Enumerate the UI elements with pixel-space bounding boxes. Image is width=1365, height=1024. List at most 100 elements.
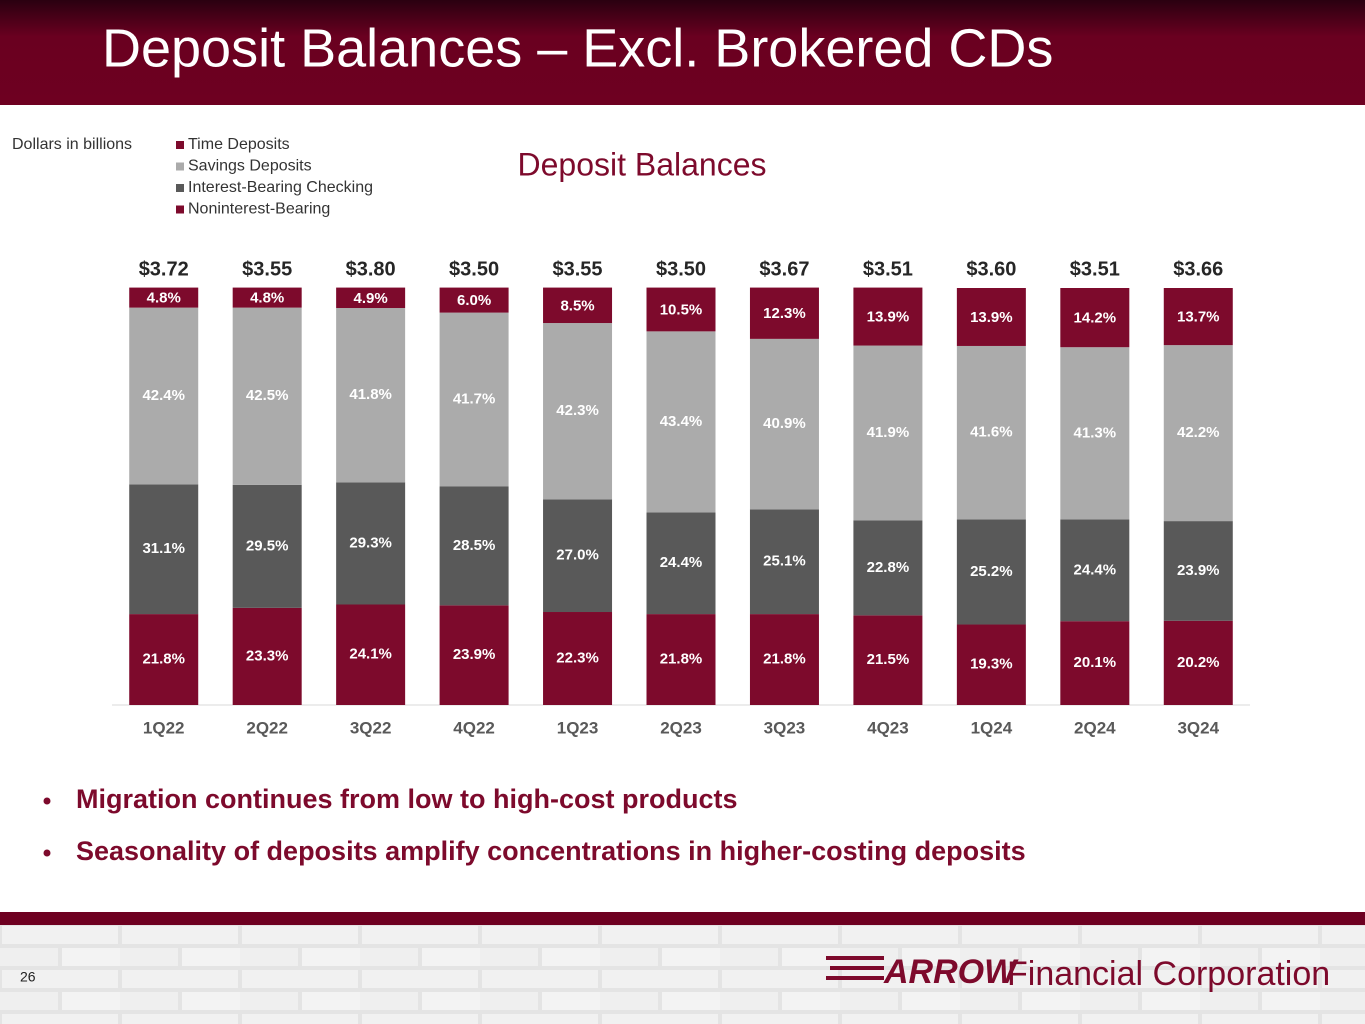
data-label: 4.8% (250, 290, 284, 307)
bar-segment (232, 287, 302, 308)
data-label: 24.4% (660, 554, 703, 571)
data-label: 42.5% (246, 387, 289, 404)
bar-segment (129, 614, 199, 705)
bar-segment (439, 486, 509, 606)
data-label: 10.5% (660, 301, 703, 318)
bar-segment (232, 607, 302, 705)
logo-stripe (826, 956, 884, 960)
bar-segment (646, 512, 716, 615)
data-label: 31.1% (142, 540, 185, 557)
data-label: 22.3% (556, 649, 599, 666)
bar-segment (1060, 519, 1130, 622)
legend-swatch (176, 184, 184, 192)
data-label: 21.5% (867, 651, 910, 668)
bar-segment (336, 604, 406, 705)
total-label: $3.67 (759, 258, 809, 280)
bar-segment (543, 612, 613, 705)
bar-segment (1060, 288, 1130, 348)
bar-segment (749, 509, 819, 615)
data-label: 42.3% (556, 402, 599, 419)
bar-segment (336, 482, 406, 605)
x-tick-label: 2Q24 (1074, 718, 1116, 737)
x-tick-label: 4Q22 (453, 718, 495, 737)
data-label: 4.8% (147, 290, 181, 307)
data-label: 29.5% (246, 537, 289, 554)
x-tick-label: 3Q22 (350, 718, 392, 737)
data-label: 24.4% (1074, 561, 1117, 578)
bar-segment (439, 605, 509, 705)
bar-segment (129, 307, 199, 485)
data-label: 41.8% (349, 386, 392, 403)
data-label: 22.8% (867, 559, 910, 576)
bar-segment (853, 520, 923, 616)
legend-label: Savings Deposits (188, 158, 312, 175)
data-label: 12.3% (763, 305, 806, 322)
bullet-text: Seasonality of deposits amplify concentr… (76, 836, 1026, 866)
total-label: $3.51 (863, 258, 913, 280)
slide-title: Deposit Balances – Excl. Brokered CDs (102, 18, 1053, 78)
data-label: 24.1% (349, 646, 392, 663)
data-label: 41.9% (867, 424, 910, 441)
total-label: $3.66 (1173, 258, 1223, 280)
data-label: 25.2% (970, 563, 1013, 580)
logo-mark: ARROW (883, 953, 1019, 991)
data-label: 42.4% (142, 387, 185, 404)
bar-segment (1163, 345, 1233, 522)
data-label: 40.9% (763, 415, 806, 432)
logo-stripe (826, 976, 884, 980)
total-label: $3.60 (966, 258, 1016, 280)
data-label: 21.8% (660, 651, 703, 668)
bar-segment (853, 287, 923, 346)
bar-segment (853, 345, 923, 521)
total-label: $3.55 (553, 258, 603, 280)
logo-stripe (830, 966, 884, 970)
data-label: 28.5% (453, 537, 496, 554)
footer-background (0, 925, 1365, 1024)
data-label: 14.2% (1074, 310, 1117, 327)
bar-segment (336, 308, 406, 483)
bar-segment (749, 338, 819, 510)
bar-segment (232, 307, 302, 485)
total-label: $3.50 (656, 258, 706, 280)
page-number: 26 (20, 969, 36, 985)
x-tick-label: 1Q22 (143, 718, 185, 737)
total-label: $3.51 (1070, 258, 1120, 280)
data-label: 42.2% (1177, 424, 1220, 441)
total-label: $3.50 (449, 258, 499, 280)
bullets: Migration continues from low to high-cos… (43, 784, 1026, 866)
data-label: 25.1% (763, 553, 806, 570)
data-label: 6.0% (457, 292, 491, 309)
data-label: 13.9% (970, 309, 1013, 326)
total-label: $3.55 (242, 258, 292, 280)
bullet-text: Migration continues from low to high-cos… (76, 784, 737, 814)
legend-label: Noninterest-Bearing (188, 201, 330, 218)
data-label: 41.6% (970, 424, 1013, 441)
bar-segment (646, 614, 716, 705)
legend-label: Time Deposits (188, 136, 290, 153)
data-label: 23.3% (246, 647, 289, 664)
chart-title: Deposit Balances (517, 146, 766, 182)
total-label: $3.72 (139, 258, 189, 280)
data-label: 41.7% (453, 391, 496, 408)
data-label: 29.3% (349, 534, 392, 551)
bullet-dot (43, 797, 51, 805)
legend-swatch (176, 205, 184, 214)
bar-segment (439, 312, 509, 487)
bullet-dot (43, 849, 51, 857)
x-tick-label: 2Q23 (660, 718, 702, 737)
legend-swatch (176, 141, 184, 149)
x-tick-label: 3Q24 (1177, 718, 1219, 737)
data-label: 27.0% (556, 547, 599, 564)
bar-segment (1060, 347, 1130, 520)
data-label: 41.3% (1074, 424, 1117, 441)
bar-segment (336, 287, 406, 309)
data-label: 13.7% (1177, 309, 1220, 326)
bar-segment (853, 615, 923, 705)
footer-rule (0, 912, 1365, 925)
bar-segment (439, 287, 509, 313)
legend-swatch (176, 162, 184, 171)
data-label: 43.4% (660, 413, 703, 430)
bar-segment (129, 484, 199, 615)
